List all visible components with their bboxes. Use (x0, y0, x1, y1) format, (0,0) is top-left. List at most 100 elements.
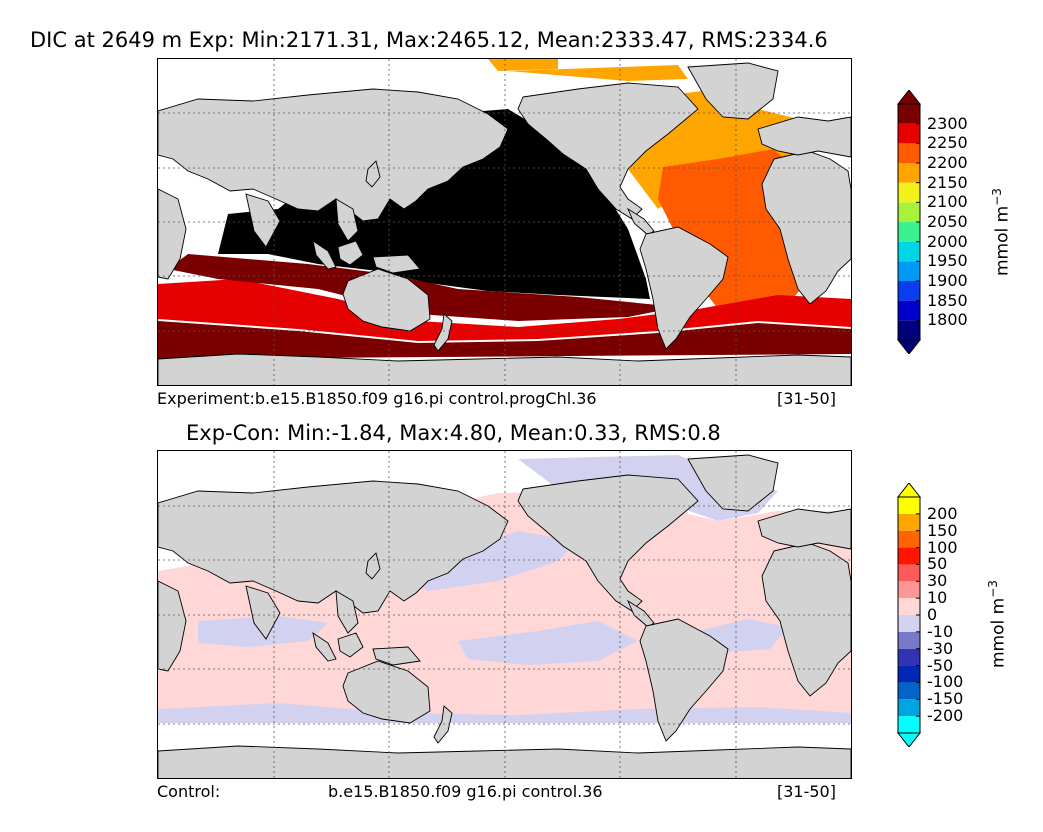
bottom-land-south-america (639, 618, 729, 742)
top-gridlines (158, 59, 851, 385)
top-colorbar-tick-label: 1800 (927, 310, 968, 330)
bottom-colorbar-swatch-11 (898, 530, 920, 548)
top-colorbar-tick-label: 2150 (927, 172, 968, 192)
bottom-colorbar-swatch-10 (898, 547, 920, 565)
bottom-colorbar-swatch-12 (898, 513, 920, 531)
bottom-colorbar-swatch-9 (898, 564, 920, 582)
bottom-gridlines (158, 451, 851, 778)
top-caption-period: [31-50] (777, 389, 836, 408)
bottom-colorbar-tick-label: 0 (927, 605, 938, 624)
top-land-japan (365, 160, 381, 188)
top-colorbar-tick-label: 1950 (927, 251, 968, 271)
bottom-colorbar-units: mmol m−3 (986, 580, 1009, 668)
bottom-colorbar-tick-label: -10 (927, 621, 954, 641)
bottom-land-europe (757, 508, 851, 550)
bottom-colorbar-swatch-1 (898, 699, 920, 717)
top-colorbar-swatch-11 (898, 104, 920, 124)
top-colorbar-extend-low (896, 339, 922, 354)
bottom-colorbar-tick-label: 50 (927, 554, 948, 574)
top-colorbar-swatch-8 (898, 163, 920, 183)
bottom-land-india (245, 585, 281, 640)
bottom-map-svg (158, 451, 851, 778)
top-land-africa (761, 150, 851, 305)
bottom-colorbar-tick-label: -100 (927, 672, 964, 692)
top-chart-title: DIC at 2649 m Exp: Min:2171.31, Max:2465… (30, 28, 828, 52)
bottom-colorbar-extend-low (896, 732, 922, 747)
bottom-land-japan (365, 552, 381, 580)
bottom-land-antarctica (158, 745, 851, 778)
top-caption-experiment: Experiment:b.e15.B1850.f09 g16.pi contro… (157, 389, 597, 408)
bottom-land-sumatra (312, 632, 337, 662)
bottom-land-new-guinea (372, 646, 421, 666)
bottom-land-indochina (335, 590, 359, 634)
bottom-colorbar-tick-label: 100 (927, 537, 958, 557)
bottom-land-borneo (337, 632, 364, 658)
top-field-arctic-orange (488, 59, 688, 81)
top-colorbar-swatch-10 (898, 123, 920, 144)
bottom-colorbar-tick-label: -50 (927, 655, 954, 675)
top-colorbar-tick-label: 2200 (927, 153, 968, 172)
top-land-eurasia (158, 88, 509, 222)
top-colorbar-extend-high (896, 90, 922, 105)
bottom-caption-case: b.e15.B1850.f09 g16.pi control.36 (328, 782, 603, 801)
bottom-colorbar-swatch-3 (898, 665, 920, 683)
top-colorbar-swatch-4 (898, 241, 920, 262)
bottom-colorbar-tick-label: -30 (927, 638, 954, 658)
bottom-map-panel (157, 450, 852, 779)
top-colorbar-swatch-0 (898, 320, 920, 340)
top-land-india (245, 193, 281, 248)
bottom-colorbar-tick-label: -150 (927, 689, 964, 709)
bottom-colorbar-tick-label: 30 (927, 571, 948, 591)
top-land-europe (757, 116, 851, 158)
top-land-greenland (687, 62, 779, 120)
top-land-borneo (337, 240, 364, 266)
bottom-field-neg-eq (458, 621, 638, 665)
top-colorbar-swatch-7 (898, 182, 920, 203)
bottom-colorbar-extend-high (896, 483, 922, 498)
bottom-colorbar-swatch-6 (898, 615, 920, 632)
bottom-caption-control: Control: (157, 782, 221, 801)
bottom-land-africa (761, 542, 851, 697)
top-land (158, 62, 851, 385)
top-colorbar-swatch-2 (898, 281, 920, 301)
bottom-colorbar-tick-label: 150 (927, 520, 958, 540)
top-land-sumatra (312, 240, 337, 270)
bottom-land-australia (342, 660, 431, 724)
bottom-land-greenland (687, 454, 779, 512)
bottom-land-eurasia (158, 480, 509, 614)
top-colorbar-tick-label: 2250 (927, 133, 968, 153)
bottom-chart-title: Exp-Con: Min:-1.84, Max:4.80, Mean:0.33,… (186, 421, 721, 445)
bottom-field-ice-south (158, 723, 851, 751)
bottom-colorbar-swatch-8 (898, 581, 920, 599)
top-colorbar-tick-label: 2300 (927, 113, 968, 133)
bottom-colorbar-swatch-5 (898, 631, 920, 649)
bottom-colorbar-swatch-4 (898, 648, 920, 666)
bottom-colorbar-swatch-7 (898, 598, 920, 615)
top-colorbar-swatch-5 (898, 222, 920, 242)
bottom-caption-period: [31-50] (777, 782, 836, 801)
bottom-colorbar-swatch-2 (898, 682, 920, 700)
bottom-land-north-america (517, 474, 699, 612)
top-colorbar (896, 90, 922, 354)
bottom-land (158, 454, 851, 778)
bottom-colorbar (896, 483, 922, 747)
top-land-antarctica (158, 353, 851, 385)
top-colorbar-tick-label: 1900 (927, 271, 968, 290)
top-map-panel (157, 58, 852, 386)
bottom-land-africa-east (158, 580, 187, 672)
top-colorbar-tick-label: 2050 (927, 212, 968, 231)
bottom-land-new-zealand (433, 705, 453, 744)
top-colorbar-tick-label: 2100 (927, 192, 968, 212)
top-colorbar-swatch-6 (898, 202, 920, 222)
top-land-new-guinea (372, 254, 421, 274)
bottom-colorbar-swatch-0 (898, 716, 920, 733)
bottom-colorbar-swatch-13 (898, 497, 920, 514)
bottom-colorbar-tick-label: -200 (927, 706, 964, 726)
bottom-colorbar-tick-label: 10 (927, 588, 948, 608)
top-colorbar-swatch-9 (898, 143, 920, 163)
top-land-north-america (517, 82, 699, 220)
top-colorbar-tick-label: 2000 (927, 231, 968, 251)
top-map-svg (158, 59, 851, 385)
top-colorbar-swatch-1 (898, 300, 920, 321)
top-land-south-america (639, 226, 729, 350)
